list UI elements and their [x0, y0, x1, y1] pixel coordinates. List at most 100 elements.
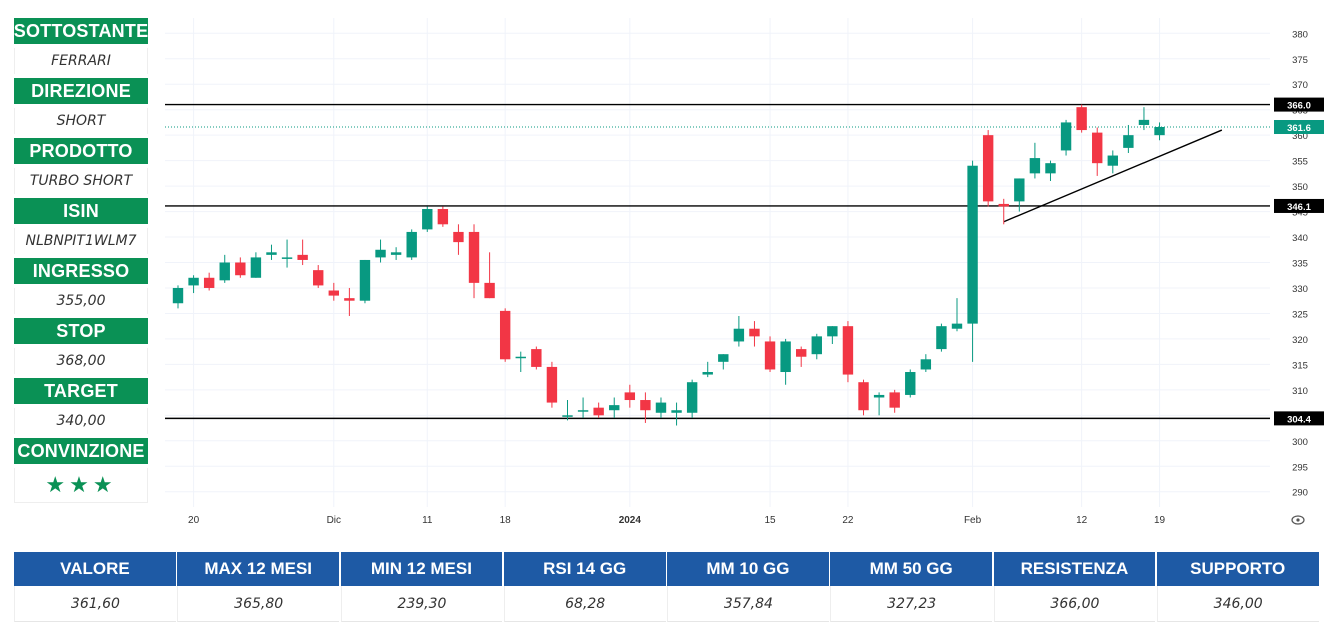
candle-down — [344, 298, 355, 301]
sidebar-label: PRODOTTO — [14, 138, 148, 164]
x-tick-label: 19 — [1154, 515, 1166, 526]
level-label: 366.0 — [1287, 101, 1311, 112]
x-tick-label: 11 — [422, 515, 433, 526]
candle-down — [842, 326, 854, 375]
y-tick-label: 375 — [1292, 55, 1308, 66]
sidebar-label: SOTTOSTANTE — [14, 18, 148, 44]
level-label: 346.1 — [1287, 202, 1311, 213]
y-tick-label: 340 — [1292, 233, 1308, 244]
candle-down — [313, 270, 324, 286]
x-tick-label: 12 — [1076, 515, 1088, 526]
candle-down — [889, 392, 900, 408]
y-tick-label: 350 — [1292, 182, 1308, 193]
candle-down — [858, 382, 869, 411]
candle-up — [1060, 122, 1072, 151]
sidebar-value: NLBNPIT1WLM7 — [14, 228, 148, 254]
sidebar-label: STOP — [14, 318, 148, 344]
x-tick-label: Dic — [327, 515, 341, 526]
candle-down — [468, 231, 480, 283]
candle-up — [188, 277, 199, 286]
candle-up — [515, 356, 526, 359]
stats-value-row: 361,60 365,80 239,30 68,28 357,84 327,23 366,0… — [14, 586, 1320, 622]
stats-header: MAX 12 MESI — [177, 552, 340, 586]
candle-down — [1076, 107, 1087, 131]
price-chart: 2902953003053103153203253303353403453503… — [165, 18, 1324, 526]
x-tick-label: 22 — [842, 515, 854, 526]
candle-up — [811, 336, 822, 355]
level-badge — [1274, 198, 1324, 213]
candle-up — [562, 415, 573, 417]
stats-value: 357,84 — [667, 586, 829, 622]
stats-header: VALORE — [14, 552, 176, 586]
y-tick-label: 310 — [1292, 386, 1308, 397]
y-tick-label: 325 — [1292, 309, 1308, 320]
candle-down — [624, 392, 636, 401]
candle-down — [484, 282, 495, 299]
candle-up — [1123, 135, 1134, 148]
candle-up — [655, 402, 667, 413]
candle-down — [1092, 132, 1103, 164]
eye-icon[interactable] — [1291, 515, 1305, 525]
y-tick-label: 335 — [1292, 259, 1308, 270]
candle-down — [796, 349, 807, 357]
stats-header: RSI 14 GG — [503, 552, 666, 586]
y-tick-label: 300 — [1292, 437, 1308, 448]
candle-up — [1154, 127, 1165, 136]
stats-header: MM 50 GG — [830, 552, 993, 586]
sidebar-value: FERRARI — [14, 48, 148, 74]
candles-layer — [172, 104, 1165, 426]
y-tick-label: 380 — [1292, 29, 1308, 40]
grid-layer — [165, 18, 1270, 507]
x-tick-label: 18 — [500, 515, 512, 526]
sidebar-label: ISIN — [14, 198, 148, 224]
candle-up — [266, 252, 277, 255]
stats-header: RESISTENZA — [993, 552, 1156, 586]
stats-header: MM 10 GG — [667, 552, 829, 586]
candle-up — [718, 354, 729, 362]
candle-up — [702, 372, 713, 375]
stats-header: SUPPORTO — [1156, 552, 1319, 586]
stats-value: 366,00 — [993, 586, 1156, 622]
candle-up — [905, 372, 916, 395]
sidebar-value: 355,00 — [14, 288, 148, 314]
candle-down — [437, 209, 449, 225]
stats-value: 239,30 — [340, 586, 503, 622]
eye-icon-outline — [1291, 515, 1305, 525]
candle-down — [328, 290, 339, 296]
stats-table: VALORE MAX 12 MESI MIN 12 MESI RSI 14 GG MM … — [14, 552, 1320, 622]
stats-value: 346,00 — [1156, 586, 1319, 622]
last-price-label: 361.6 — [1287, 123, 1311, 134]
candle-up — [172, 287, 184, 304]
stats-header: MIN 12 MESI — [340, 552, 503, 586]
candle-up — [686, 382, 698, 413]
y-tick-label: 360 — [1292, 131, 1308, 142]
candle-up — [375, 249, 386, 258]
level-badge — [1274, 411, 1324, 426]
candle-down — [593, 407, 604, 416]
trade-info-panel: SOTTOSTANTE FERRARI DIREZIONE SHORT PRODOTTO… — [14, 18, 148, 503]
sidebar-value: 368,00 — [14, 348, 148, 374]
candle-up — [780, 341, 791, 373]
sidebar-label: INGRESSO — [14, 258, 148, 284]
candle-down — [982, 135, 994, 202]
candle-down — [749, 328, 760, 337]
candle-up — [951, 323, 963, 329]
candle-up — [873, 394, 885, 398]
candle-up — [577, 410, 589, 412]
candle-up — [1138, 119, 1150, 125]
y-tick-label: 330 — [1292, 284, 1308, 295]
y-tick-label: 370 — [1292, 80, 1308, 91]
candle-up — [609, 405, 620, 411]
y-tick-label: 315 — [1292, 360, 1308, 371]
candle-up — [827, 326, 838, 337]
candle-down — [998, 203, 1009, 207]
trendline — [1003, 129, 1223, 223]
candle-down — [546, 366, 558, 403]
sidebar-label: CONVINZIONE — [14, 438, 148, 464]
y-tick-label: 355 — [1292, 157, 1308, 168]
candle-up — [250, 257, 262, 278]
candle-up — [219, 262, 230, 281]
candle-down — [499, 310, 511, 360]
y-tick-label: 290 — [1292, 488, 1308, 499]
level-label: 304.4 — [1287, 414, 1311, 425]
